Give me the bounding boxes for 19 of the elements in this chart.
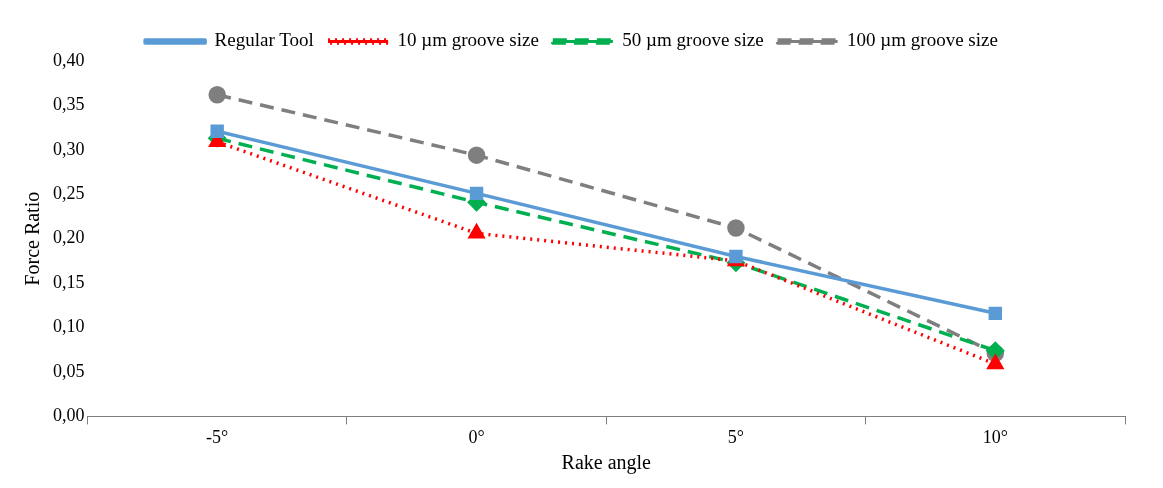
y-tick-label: 0,05 [53, 360, 85, 381]
x-axis-title: Rake angle [561, 451, 652, 475]
y-tick-label: 0,30 [53, 138, 85, 159]
y-tick-label: 0,40 [53, 49, 85, 70]
y-tick-label: 0,35 [53, 94, 85, 115]
x-tick-label: -5° [206, 426, 229, 447]
y-tick-label: 0,25 [53, 183, 85, 204]
y-tick-label: 0,00 [53, 405, 85, 426]
legend-label: 50 µm groove size [622, 29, 764, 51]
y-axis-title: Force Ratio [21, 191, 44, 286]
x-tick-label: 5° [727, 426, 745, 447]
legend-label: 100 µm groove size [847, 29, 998, 51]
legend-label: Regular Tool [214, 29, 314, 51]
legend-label: 10 µm groove size [397, 29, 539, 51]
y-tick-label: 0,20 [53, 227, 85, 248]
y-tick-label: 0,15 [53, 271, 85, 292]
x-tick-label: 0° [468, 426, 485, 447]
y-tick-label: 0,10 [53, 316, 85, 337]
x-tick-label: 10° [982, 426, 1008, 447]
